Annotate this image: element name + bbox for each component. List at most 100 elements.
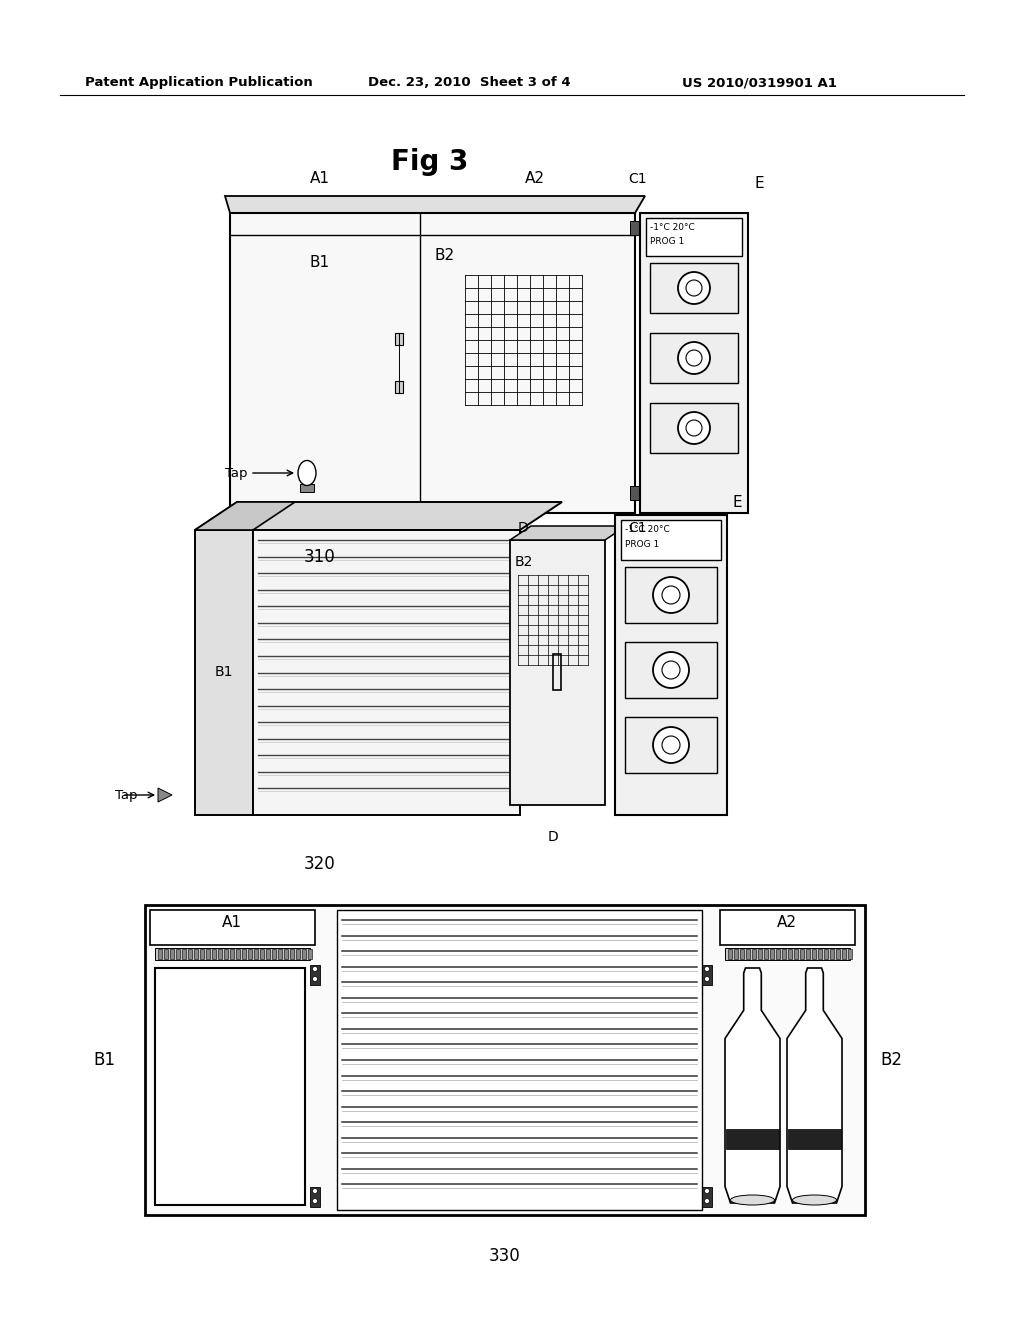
Polygon shape [848, 949, 852, 960]
Polygon shape [842, 949, 846, 960]
Polygon shape [776, 949, 780, 960]
Polygon shape [296, 949, 300, 960]
Text: PROG 1: PROG 1 [625, 540, 659, 549]
Polygon shape [290, 949, 294, 960]
Text: 320: 320 [304, 855, 336, 873]
Circle shape [312, 1188, 317, 1193]
Polygon shape [720, 909, 855, 945]
Polygon shape [615, 515, 727, 814]
Polygon shape [726, 1129, 779, 1148]
Polygon shape [272, 949, 276, 960]
Text: Fig 3: Fig 3 [391, 148, 469, 176]
Polygon shape [284, 949, 288, 960]
Polygon shape [794, 949, 798, 960]
Circle shape [705, 966, 710, 972]
Text: US 2010/0319901 A1: US 2010/0319901 A1 [682, 77, 837, 88]
Polygon shape [630, 486, 640, 500]
Polygon shape [300, 484, 314, 492]
Polygon shape [746, 949, 750, 960]
Polygon shape [725, 948, 850, 960]
Text: B2: B2 [435, 248, 455, 263]
Polygon shape [812, 949, 816, 960]
Circle shape [705, 1199, 710, 1204]
Polygon shape [734, 949, 738, 960]
Polygon shape [230, 213, 635, 513]
Polygon shape [188, 949, 193, 960]
Polygon shape [310, 965, 319, 985]
Circle shape [678, 342, 710, 374]
Polygon shape [155, 948, 310, 960]
Polygon shape [836, 949, 840, 960]
Polygon shape [646, 218, 742, 256]
Polygon shape [170, 949, 174, 960]
Polygon shape [176, 949, 180, 960]
Text: -1°C 20°C: -1°C 20°C [625, 525, 670, 535]
Polygon shape [182, 949, 186, 960]
Text: -1°C 20°C: -1°C 20°C [650, 223, 694, 232]
Polygon shape [224, 949, 228, 960]
Polygon shape [145, 906, 865, 1214]
Polygon shape [764, 949, 768, 960]
Polygon shape [830, 949, 834, 960]
Text: E: E [733, 495, 742, 510]
Text: B1: B1 [310, 255, 330, 271]
Polygon shape [625, 717, 717, 774]
Polygon shape [740, 949, 744, 960]
Text: PROG 1: PROG 1 [650, 238, 684, 246]
Circle shape [678, 272, 710, 304]
Polygon shape [725, 968, 780, 1203]
Polygon shape [155, 968, 305, 1205]
Polygon shape [702, 1187, 712, 1206]
Text: B2: B2 [515, 554, 534, 569]
Polygon shape [702, 965, 712, 985]
Polygon shape [254, 949, 258, 960]
Polygon shape [225, 195, 645, 213]
Polygon shape [806, 949, 810, 960]
Polygon shape [630, 220, 640, 235]
Polygon shape [253, 531, 520, 814]
Text: B1: B1 [93, 1051, 115, 1069]
Polygon shape [782, 949, 786, 960]
Polygon shape [752, 949, 756, 960]
Polygon shape [218, 949, 222, 960]
Polygon shape [337, 909, 702, 1210]
Polygon shape [206, 949, 210, 960]
Polygon shape [625, 642, 717, 698]
Ellipse shape [730, 1195, 774, 1205]
Circle shape [705, 977, 710, 982]
Polygon shape [302, 949, 306, 960]
Polygon shape [310, 1187, 319, 1206]
Circle shape [312, 1199, 317, 1204]
Polygon shape [510, 525, 626, 540]
Polygon shape [278, 949, 282, 960]
Circle shape [312, 966, 317, 972]
Polygon shape [395, 333, 403, 345]
Circle shape [705, 1188, 710, 1193]
Text: A1: A1 [310, 172, 330, 186]
Polygon shape [266, 949, 270, 960]
Polygon shape [621, 520, 721, 560]
Polygon shape [787, 968, 842, 1203]
Polygon shape [230, 949, 234, 960]
Polygon shape [194, 949, 198, 960]
Text: Patent Application Publication: Patent Application Publication [85, 77, 312, 88]
Polygon shape [158, 788, 172, 803]
Polygon shape [800, 949, 804, 960]
Text: D: D [548, 830, 558, 843]
Text: E: E [754, 176, 764, 191]
Circle shape [653, 652, 689, 688]
Polygon shape [818, 949, 822, 960]
Polygon shape [195, 502, 562, 531]
Polygon shape [650, 263, 738, 313]
Polygon shape [200, 949, 204, 960]
Text: Dec. 23, 2010  Sheet 3 of 4: Dec. 23, 2010 Sheet 3 of 4 [368, 77, 570, 88]
Text: D: D [517, 521, 528, 535]
Text: B1: B1 [215, 665, 233, 678]
Polygon shape [260, 949, 264, 960]
Ellipse shape [298, 461, 316, 486]
Text: 310: 310 [304, 548, 336, 566]
Polygon shape [164, 949, 168, 960]
Polygon shape [248, 949, 252, 960]
Text: 330: 330 [489, 1247, 521, 1265]
Polygon shape [788, 949, 792, 960]
